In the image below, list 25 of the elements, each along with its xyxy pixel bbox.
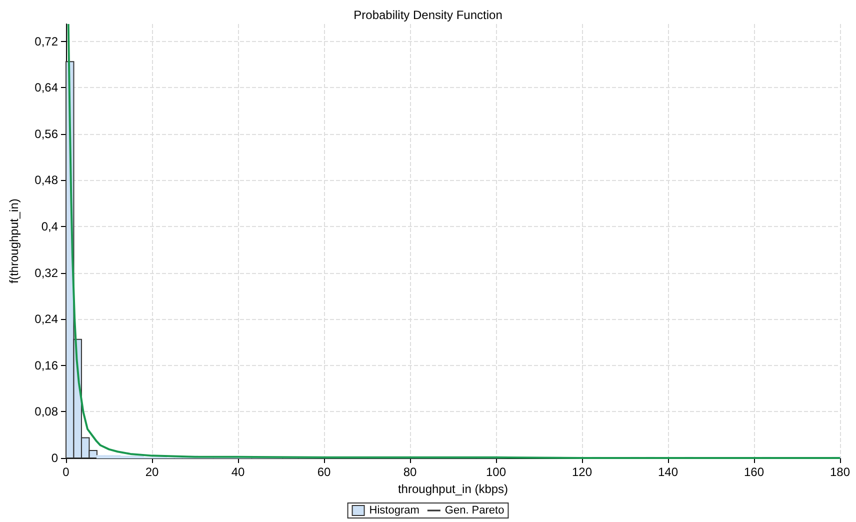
legend-label: Histogram: [369, 504, 420, 516]
x-tick-label: 180: [830, 465, 850, 479]
x-tick-label: 100: [486, 465, 506, 479]
y-axis-title: f(throughput_in): [7, 198, 21, 284]
y-tick-label: 0,08: [34, 404, 58, 419]
x-tick-label: 160: [744, 465, 764, 479]
chart-title: Probability Density Function: [354, 8, 502, 22]
x-tick-label: 20: [145, 465, 159, 479]
x-tick-label: 40: [231, 465, 245, 479]
x-tick-label: 120: [572, 465, 592, 479]
y-tick-label: 0,16: [34, 358, 58, 372]
x-tick-label: 80: [403, 465, 417, 479]
x-axis-title: throughput_in (kbps): [398, 482, 508, 496]
y-tick-label: 0,32: [34, 266, 58, 280]
y-tick-label: 0: [51, 451, 58, 465]
y-tick-label: 0,56: [34, 126, 58, 141]
x-tick-label: 60: [317, 465, 331, 479]
y-tick-label: 0,48: [34, 173, 58, 188]
y-tick-label: 0,72: [34, 34, 58, 48]
legend-label: Gen. Pareto: [444, 504, 504, 516]
x-tick-label: 0: [62, 465, 70, 479]
y-tick-label: 0,64: [34, 80, 58, 95]
y-tick-label: 0,4: [41, 220, 58, 234]
x-tick-label: 140: [658, 465, 678, 479]
y-tick-label: 0,24: [34, 312, 58, 326]
